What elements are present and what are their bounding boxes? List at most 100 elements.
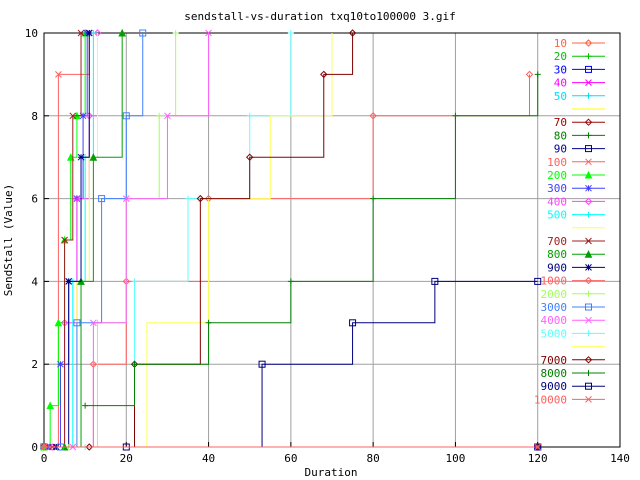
legend-label: 100: [547, 156, 567, 169]
legend-label: 1000: [541, 275, 568, 288]
data-point: [246, 153, 254, 161]
legend-item: 50: [554, 90, 605, 103]
data-point: [348, 29, 357, 37]
series-10000: [40, 443, 542, 451]
data-point: [122, 112, 130, 120]
data-point: [82, 402, 89, 409]
data-point: [139, 29, 147, 37]
data-point: [118, 28, 126, 37]
legend-label: 700: [547, 235, 567, 248]
legend-item: 3000: [541, 301, 605, 314]
legend-item: 10: [554, 37, 605, 50]
data-point: [585, 92, 592, 99]
data-point: [585, 330, 592, 337]
legend-item: 8000: [541, 367, 605, 380]
data-point: [77, 153, 85, 161]
data-point: [585, 290, 592, 297]
data-point: [320, 70, 328, 79]
data-point: [258, 360, 266, 368]
legend-item: 20: [554, 50, 605, 63]
legend-item: 200: [547, 169, 605, 182]
data-point: [525, 70, 534, 79]
data-point: [65, 278, 73, 285]
y-tick-label: 2: [31, 358, 38, 371]
data-point: [584, 118, 593, 126]
data-point: [46, 401, 54, 410]
data-point: [585, 184, 592, 192]
legend: 1020304050708090100200300400500700800900…: [534, 37, 605, 406]
data-point: [77, 29, 85, 37]
legend-item: 4000: [541, 314, 605, 327]
data-point: [172, 30, 179, 36]
legend-item: 800: [547, 248, 605, 261]
legend-label: 4000: [541, 314, 568, 327]
legend-label: 2000: [541, 288, 568, 301]
data-point: [61, 236, 68, 244]
data-point: [156, 112, 163, 119]
legend-item: 5000: [541, 327, 605, 340]
series-line: [60, 33, 144, 448]
data-point: [246, 112, 253, 119]
data-point: [185, 195, 191, 202]
data-point: [85, 29, 93, 37]
legend-label: 90: [554, 143, 567, 156]
x-tick-label: 120: [528, 452, 548, 465]
legend-label: 10000: [534, 393, 567, 406]
x-tick-label: 0: [41, 452, 48, 465]
data-point: [585, 158, 592, 166]
data-point: [73, 319, 81, 327]
data-point: [585, 303, 592, 311]
data-point: [452, 112, 459, 119]
data-point: [122, 195, 130, 202]
data-point: [66, 153, 75, 161]
chart-title: sendstall-vs-duration txq10to100000 3.gi…: [184, 10, 456, 23]
data-point: [48, 443, 56, 451]
x-tick-label: 100: [445, 452, 465, 465]
data-point: [196, 194, 205, 203]
data-point: [584, 39, 593, 47]
legend-item: 7000: [541, 354, 605, 367]
data-point: [584, 197, 593, 206]
legend-label: 200: [547, 169, 567, 182]
legend-label: 40: [554, 77, 567, 90]
legend-item: 2000: [541, 288, 605, 301]
data-point: [585, 370, 592, 376]
legend-item: 900: [547, 261, 605, 274]
legend-label: 80: [554, 129, 567, 142]
x-tick-label: 80: [367, 452, 380, 465]
legend-label: 900: [547, 261, 567, 274]
data-point: [287, 278, 294, 285]
legend-item: 10000: [534, 393, 605, 406]
legend-item: 400: [547, 195, 605, 208]
data-point: [585, 382, 592, 390]
legend-label: 10: [554, 37, 567, 50]
data-point: [164, 112, 171, 120]
data-point: [131, 361, 138, 368]
data-point: [69, 112, 77, 120]
data-point: [79, 112, 87, 120]
data-point: [584, 250, 593, 258]
x-tick-label: 140: [610, 452, 630, 465]
data-point: [534, 71, 541, 78]
data-point: [369, 112, 377, 120]
data-point: [584, 276, 593, 285]
data-point: [585, 145, 592, 153]
plot-area: [40, 28, 542, 451]
legend-label: 300: [547, 182, 567, 195]
series-line: [126, 280, 538, 448]
data-point: [584, 170, 593, 179]
data-point: [131, 278, 138, 285]
legend-item: 1000: [541, 275, 605, 288]
legend-item: 30: [554, 63, 605, 76]
legend-item: 70: [554, 116, 605, 129]
data-point: [205, 29, 212, 37]
data-point: [90, 319, 97, 327]
x-tick-label: 20: [120, 452, 133, 465]
data-point: [585, 237, 592, 245]
legend-item: 40: [554, 77, 605, 90]
data-point: [585, 79, 592, 86]
data-point: [55, 71, 62, 78]
data-point: [98, 195, 106, 203]
legend-label: 5000: [541, 327, 568, 340]
